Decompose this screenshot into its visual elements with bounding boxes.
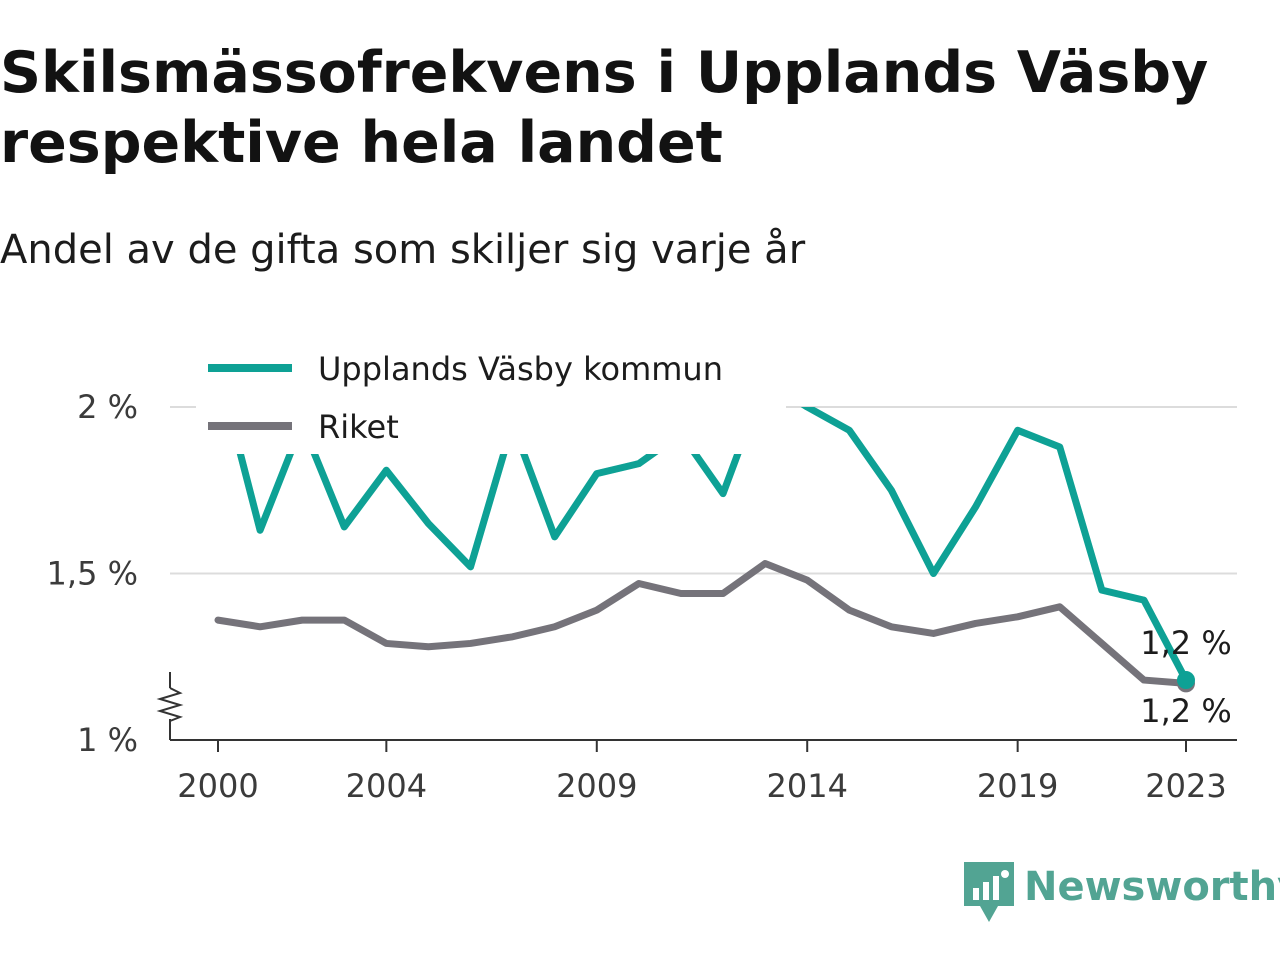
legend-label-upplands-vasby: Upplands Väsby kommun <box>318 350 723 388</box>
chart-subtitle: Andel av de gifta som skiljer sig varje … <box>0 227 806 273</box>
end-label-riket: 1,2 % <box>1140 692 1231 730</box>
y-tick-label: 1 % <box>77 721 138 759</box>
y-tick-layer: 1 % 1,5 % 2 % <box>47 388 138 759</box>
y-tick-label: 1,5 % <box>47 555 138 593</box>
legend-background <box>196 344 786 454</box>
legend: Upplands Väsby kommun Riket <box>196 344 786 454</box>
legend-label-riket: Riket <box>318 408 399 446</box>
x-tick-label: 2000 <box>177 767 258 805</box>
series-line-upplands-vasby <box>224 407 1190 684</box>
end-label-upplands-vasby: 1,2 % <box>1140 624 1231 662</box>
newsworthy-logo: Newsworthy <box>964 862 1280 926</box>
y-axis-break-icon <box>156 687 184 722</box>
line-chart: 1 % 1,5 % 2 % 2000 2004 2009 2014 2019 2023 Upp… <box>47 344 1237 805</box>
end-label-layer: 1,2 % 1,2 % <box>1140 624 1231 730</box>
series-group <box>224 407 1190 684</box>
x-tick-layer: 2000 2004 2009 2014 2019 2023 <box>177 740 1227 805</box>
newsworthy-wordmark: Newsworthy <box>1024 864 1280 910</box>
x-tick-label: 2009 <box>556 767 637 805</box>
axis-layer <box>156 672 1237 741</box>
x-tick-label: 2004 <box>346 767 427 805</box>
y-tick-label: 2 % <box>77 388 138 426</box>
x-tick-label: 2019 <box>977 767 1058 805</box>
chart-title: Skilsmässofrekvens i Upplands Väsby resp… <box>0 40 1209 176</box>
x-tick-label: 2014 <box>766 767 847 805</box>
series-line-riket <box>214 560 1190 687</box>
x-tick-label: 2023 <box>1145 767 1226 805</box>
series-layer <box>214 407 1195 693</box>
end-point-upplands-vasby <box>1177 671 1195 690</box>
series-group <box>214 560 1190 687</box>
newsworthy-logo-icon <box>964 862 1014 928</box>
